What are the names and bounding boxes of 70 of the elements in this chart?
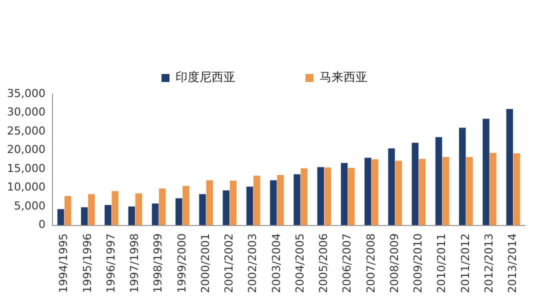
bar xyxy=(222,190,230,226)
y-tick-label: 35,000 xyxy=(6,86,46,100)
bar xyxy=(182,186,190,226)
legend-label: 马来西亚 xyxy=(320,70,368,84)
y-tick-label: 15,000 xyxy=(6,162,46,175)
bar xyxy=(64,196,72,226)
x-tick-label: 2005/2006 xyxy=(317,233,330,294)
x-tick-label: 2010/2011 xyxy=(435,233,448,294)
bar xyxy=(412,142,419,226)
bar xyxy=(199,194,206,226)
legend-label: 印度尼西亚 xyxy=(176,70,236,84)
y-tick-label: 10,000 xyxy=(6,180,46,194)
x-tick-label: 2002/2003 xyxy=(246,233,260,294)
bar xyxy=(176,198,182,226)
bar xyxy=(395,160,402,226)
bar xyxy=(435,137,442,226)
x-tick-label: 1999/2000 xyxy=(175,233,188,294)
bar xyxy=(246,186,254,226)
bar xyxy=(300,168,308,226)
bar xyxy=(253,176,260,226)
bar xyxy=(340,163,348,226)
bar xyxy=(442,157,450,226)
x-tick-label: 2003/2004 xyxy=(270,233,283,294)
bar xyxy=(482,118,490,226)
bar xyxy=(152,204,159,226)
y-tick-label: 20,000 xyxy=(6,143,46,156)
x-tick-label: 2008/2009 xyxy=(388,233,401,294)
bar xyxy=(277,175,284,226)
bar xyxy=(158,188,166,226)
x-tick-label: 2006/2007 xyxy=(340,233,354,294)
y-tick-label: 25,000 xyxy=(6,124,46,138)
y-tick-label: 0 xyxy=(38,218,46,232)
x-tick-label: 2013/2014 xyxy=(506,233,520,294)
x-tick-label: 1995/1996 xyxy=(80,233,94,294)
bar xyxy=(372,159,378,226)
bar xyxy=(364,158,372,226)
bar xyxy=(506,109,514,226)
bar xyxy=(317,167,324,226)
bar xyxy=(490,152,496,226)
bar xyxy=(88,194,95,226)
bar xyxy=(466,157,473,226)
x-tick-label: 1994/1995 xyxy=(57,233,70,294)
bar xyxy=(135,193,142,226)
x-tick-label: 1997/1998 xyxy=(128,233,142,294)
bar xyxy=(112,191,118,226)
x-tick-label: 2007/2008 xyxy=(364,233,378,294)
bar xyxy=(348,168,355,226)
x-tick-label: 2001/2002 xyxy=(222,233,236,294)
x-tick-label: 1996/1997 xyxy=(104,233,118,294)
bar xyxy=(104,205,112,226)
bar xyxy=(81,207,88,226)
x-tick-label: 2000/2001 xyxy=(198,233,212,294)
bar xyxy=(513,153,520,226)
bar xyxy=(230,180,237,226)
bar xyxy=(294,174,300,226)
y-tick-label: 30,000 xyxy=(6,106,46,119)
bar xyxy=(388,148,395,226)
x-tick-label: 1998/1999 xyxy=(152,233,165,294)
bar xyxy=(206,180,213,226)
x-tick-label: 2011/2012 xyxy=(458,233,472,294)
x-tick-label: 2012/2013 xyxy=(482,233,496,294)
bar xyxy=(128,206,135,226)
x-tick-label: 2004/2005 xyxy=(293,233,306,294)
y-tick-label: 5,000 xyxy=(14,199,46,212)
bar xyxy=(270,180,277,226)
bar xyxy=(459,128,466,226)
x-tick-label: 2009/2010 xyxy=(412,233,425,294)
bar xyxy=(57,209,64,226)
bar xyxy=(418,158,426,226)
bar xyxy=(324,168,332,226)
